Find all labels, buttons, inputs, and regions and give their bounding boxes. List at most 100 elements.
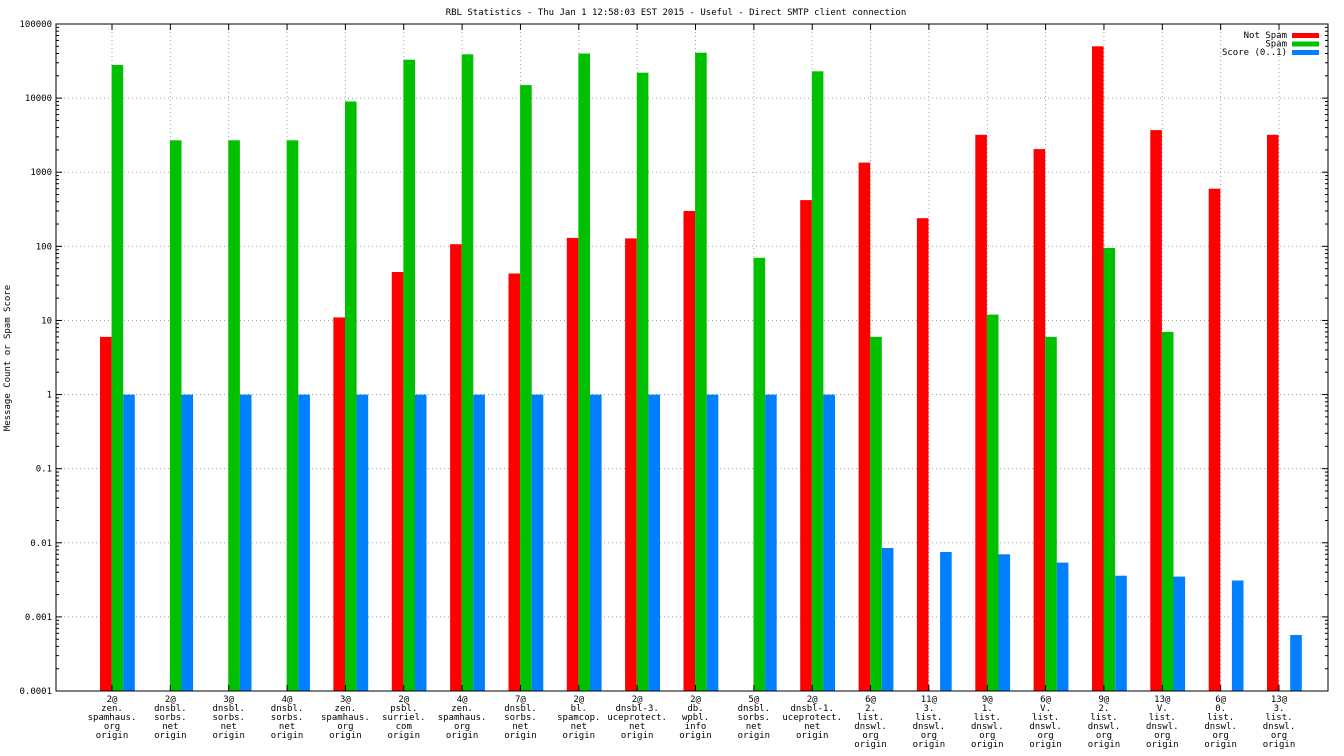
x-tick-label: 13@ 3. list. dnswl. org origin — [1263, 695, 1296, 750]
bar-not-spam — [625, 238, 637, 691]
bar-spam — [286, 140, 299, 692]
bar-not-spam — [450, 244, 462, 691]
x-tick-label: 4@ dnsbl. sorbs. net origin — [271, 695, 304, 741]
bar-score-0-1 — [1231, 580, 1244, 691]
bar-spam — [1103, 248, 1116, 691]
bar-score-0-1 — [123, 394, 135, 691]
bar-score-0-1 — [940, 552, 952, 691]
bar-not-spam — [975, 134, 987, 692]
bar-score-0-1 — [531, 394, 544, 691]
bar-score-0-1 — [881, 548, 894, 691]
bar-spam — [578, 53, 590, 691]
bar-spam — [811, 71, 824, 692]
legend-label: Not Spam — [1244, 31, 1287, 41]
y-tick-label: 0.0001 — [19, 687, 52, 697]
x-tick-label: 2@ psbl. surriel. com origin — [382, 695, 425, 741]
x-tick-label: 5@ dnsbl. sorbs. net origin — [738, 695, 771, 741]
bar-spam — [461, 54, 474, 692]
bar-spam — [169, 140, 182, 692]
bar-score-0-1 — [765, 394, 777, 691]
x-tick-label: 2@ bl. spamcop. net origin — [557, 695, 600, 741]
bar-score-0-1 — [1056, 562, 1069, 691]
x-tick-label: 6@ V. list. dnswl. org origin — [1029, 695, 1062, 750]
bar-score-0-1 — [1290, 635, 1302, 691]
bar-score-0-1 — [706, 394, 719, 691]
bar-score-0-1 — [648, 394, 660, 691]
bar-not-spam — [1033, 149, 1046, 692]
bar-spam — [753, 257, 766, 691]
bar-spam — [870, 336, 882, 691]
bar-score-0-1 — [998, 554, 1011, 691]
bar-score-0-1 — [239, 394, 252, 691]
x-axis: 2@ zen. spamhaus. org origin 2@ dnsbl. sorbs. ne… — [88, 24, 1296, 750]
bar-not-spam — [1150, 130, 1162, 692]
x-tick-label: 3@ dnsbl. sorbs. net origin — [212, 695, 245, 741]
bar-not-spam — [800, 200, 812, 691]
bar-spam — [520, 85, 532, 692]
y-tick-label: 1000 — [30, 168, 52, 178]
bar-spam — [636, 72, 649, 691]
bar-score-0-1 — [414, 394, 427, 691]
bar-not-spam — [566, 237, 579, 691]
bar-score-0-1 — [1115, 575, 1127, 691]
x-tick-label: 2@ dnsbl. sorbs. net origin — [154, 695, 187, 741]
y-tick-label: 100 — [36, 242, 52, 252]
x-tick-label: 2@ dnsbl-3. uceprotect. net origin — [607, 695, 667, 741]
bar-not-spam — [333, 317, 345, 691]
bar-spam — [228, 140, 240, 692]
x-tick-label: 6@ 2. list. dnswl. org origin — [854, 695, 887, 750]
bar-score-0-1 — [473, 394, 485, 691]
x-tick-label: 2@ db. wpbl. info origin — [679, 695, 712, 741]
bar-spam — [403, 59, 415, 691]
bar-score-0-1 — [590, 394, 602, 691]
y-tick-label: 10 — [41, 316, 52, 326]
y-tick-label: 0.01 — [30, 539, 52, 549]
bar-score-0-1 — [356, 394, 369, 691]
bar-spam — [986, 314, 999, 691]
legend-swatch — [1292, 33, 1319, 38]
bar-not-spam — [683, 211, 696, 691]
x-tick-label: 7@ dnsbl. sorbs. net origin — [504, 695, 537, 741]
bar-spam — [345, 101, 357, 691]
bar-not-spam — [916, 218, 929, 691]
y-axis: 0.0001 0.001 0.01 0.1 1 10 100 1000 10000 100000 — [19, 20, 1328, 697]
bar-spam — [1161, 331, 1174, 691]
x-tick-label: 2@ dnsbl-1. uceprotect. net origin — [782, 695, 842, 741]
x-tick-label: 6@ 0. list. dnswl. org origin — [1204, 695, 1237, 750]
bar-score-0-1 — [1173, 576, 1186, 691]
x-tick-label: 9@ 2. list. dnswl. org origin — [1088, 695, 1121, 750]
bar-series — [100, 46, 1302, 692]
bar-not-spam — [1267, 134, 1279, 692]
bar-spam — [111, 65, 124, 691]
bar-score-0-1 — [823, 394, 835, 691]
y-tick-label: 10000 — [25, 94, 52, 104]
x-tick-label: 4@ zen. spamhaus. org origin — [438, 695, 487, 741]
x-tick-label: 9@ 1. list. dnswl. org origin — [971, 695, 1004, 750]
bar-not-spam — [1208, 188, 1221, 691]
bar-score-0-1 — [298, 394, 310, 691]
legend-label: Score (0..1) — [1222, 48, 1287, 58]
y-tick-label: 100000 — [19, 20, 52, 30]
bar-not-spam — [858, 162, 871, 692]
chart-title: RBL Statistics - Thu Jan 1 12:58:03 EST … — [446, 8, 907, 18]
bar-not-spam — [100, 336, 112, 691]
plot-frame — [55, 23, 1329, 692]
bar-spam — [695, 52, 707, 691]
bar-not-spam — [391, 272, 404, 691]
bar-score-0-1 — [181, 394, 194, 691]
y-tick-label: 0.001 — [25, 613, 52, 623]
y-tick-label: 1 — [47, 391, 52, 401]
bar-not-spam — [1092, 46, 1104, 692]
x-tick-label: 2@ zen. spamhaus. org origin — [88, 695, 137, 741]
bar-spam — [1045, 336, 1057, 691]
bar-not-spam — [508, 273, 521, 691]
y-axis-label: Message Count or Spam Score — [3, 285, 13, 431]
y-tick-label: 0.1 — [36, 465, 52, 475]
x-tick-label: 13@ V. list. dnswl. org origin — [1146, 695, 1179, 750]
legend-label: Spam — [1265, 40, 1287, 50]
legend-swatch — [1292, 50, 1319, 55]
x-tick-label: 11@ 3. list. dnswl. org origin — [913, 695, 946, 750]
x-tick-label: 3@ zen. spamhaus. org origin — [321, 695, 370, 741]
